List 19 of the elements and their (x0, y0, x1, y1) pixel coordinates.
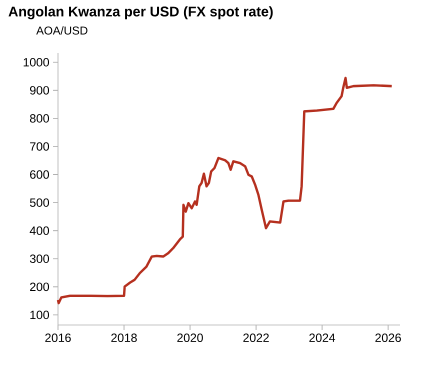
y-tick-label: 200 (30, 282, 50, 292)
y-axis-title: AOA/USD (36, 26, 88, 35)
x-tick-label: 2020 (177, 334, 203, 342)
y-tick-label: 300 (30, 254, 50, 263)
x-tick-label: 2022 (243, 334, 269, 342)
y-tick-label: 800 (30, 114, 50, 123)
x-tick-label: 2024 (309, 334, 336, 342)
y-tick-label: 500 (30, 198, 50, 207)
y-tick-label: 100 (30, 310, 50, 320)
line-series (56, 76, 393, 304)
y-tick-label: 600 (30, 170, 50, 179)
y-tick-label: 700 (30, 142, 50, 151)
chart-title: Angolan Kwanza per USD (FX spot rate) (8, 6, 273, 20)
y-tick-label: 400 (30, 226, 50, 235)
y-tick-label: 1000 (24, 58, 50, 66)
x-tick-label: 2016 (45, 334, 71, 342)
x-tick-label: 2018 (111, 334, 137, 342)
x-tick-label: 2026 (375, 334, 401, 342)
y-tick-label: 900 (30, 86, 50, 95)
